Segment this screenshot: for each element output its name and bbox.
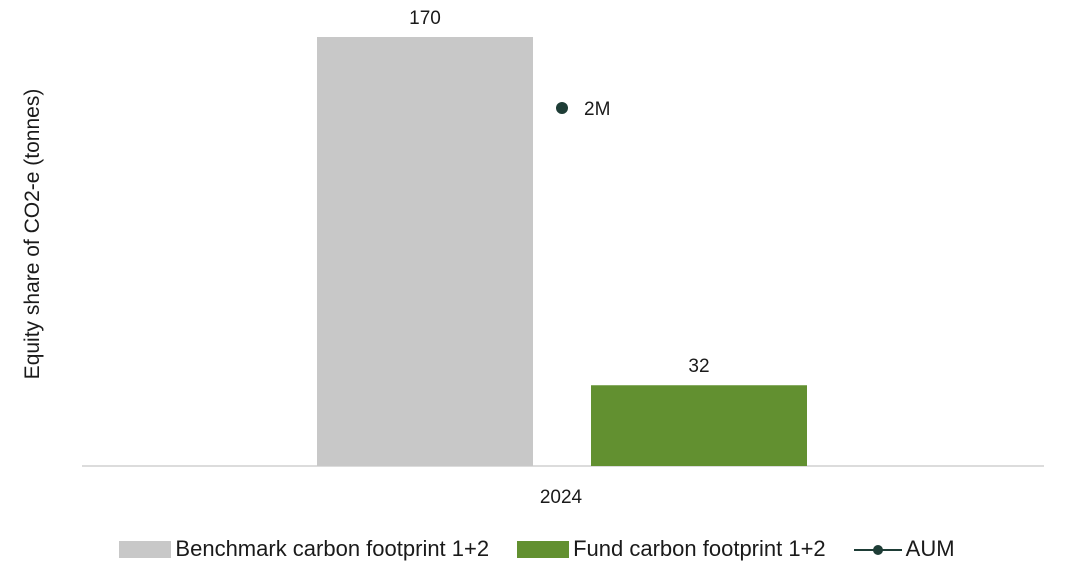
legend: Benchmark carbon footprint 1+2 Fund carb…	[0, 532, 1074, 566]
legend-swatch-benchmark	[119, 540, 172, 558]
x-tick-label: 2024	[540, 487, 583, 508]
chart-marks: 170 32 2M	[317, 8, 807, 466]
data-label-benchmark: 170	[409, 8, 441, 29]
legend-label-benchmark: Benchmark carbon footprint 1+2	[175, 536, 490, 561]
chart-plot: Equity share of CO2-e (tonnes) 2024 170 3…	[21, 8, 1044, 508]
data-label-fund: 32	[688, 356, 709, 377]
legend-swatch-fund	[517, 540, 570, 558]
data-label-aum: 2M	[584, 99, 610, 120]
bar-fund	[591, 385, 807, 466]
legend-swatch-aum	[853, 541, 902, 558]
y-axis-label: Equity share of CO2-e (tonnes)	[21, 89, 44, 380]
legend-item-benchmark: Benchmark carbon footprint 1+2	[119, 536, 489, 562]
legend-item-aum: AUM	[853, 536, 955, 562]
legend-label-fund: Fund carbon footprint 1+2	[573, 536, 826, 561]
aum-point	[556, 102, 568, 114]
legend-label-aum: AUM	[905, 536, 955, 561]
bar-benchmark	[317, 37, 533, 466]
legend-item-fund: Fund carbon footprint 1+2	[517, 536, 826, 562]
